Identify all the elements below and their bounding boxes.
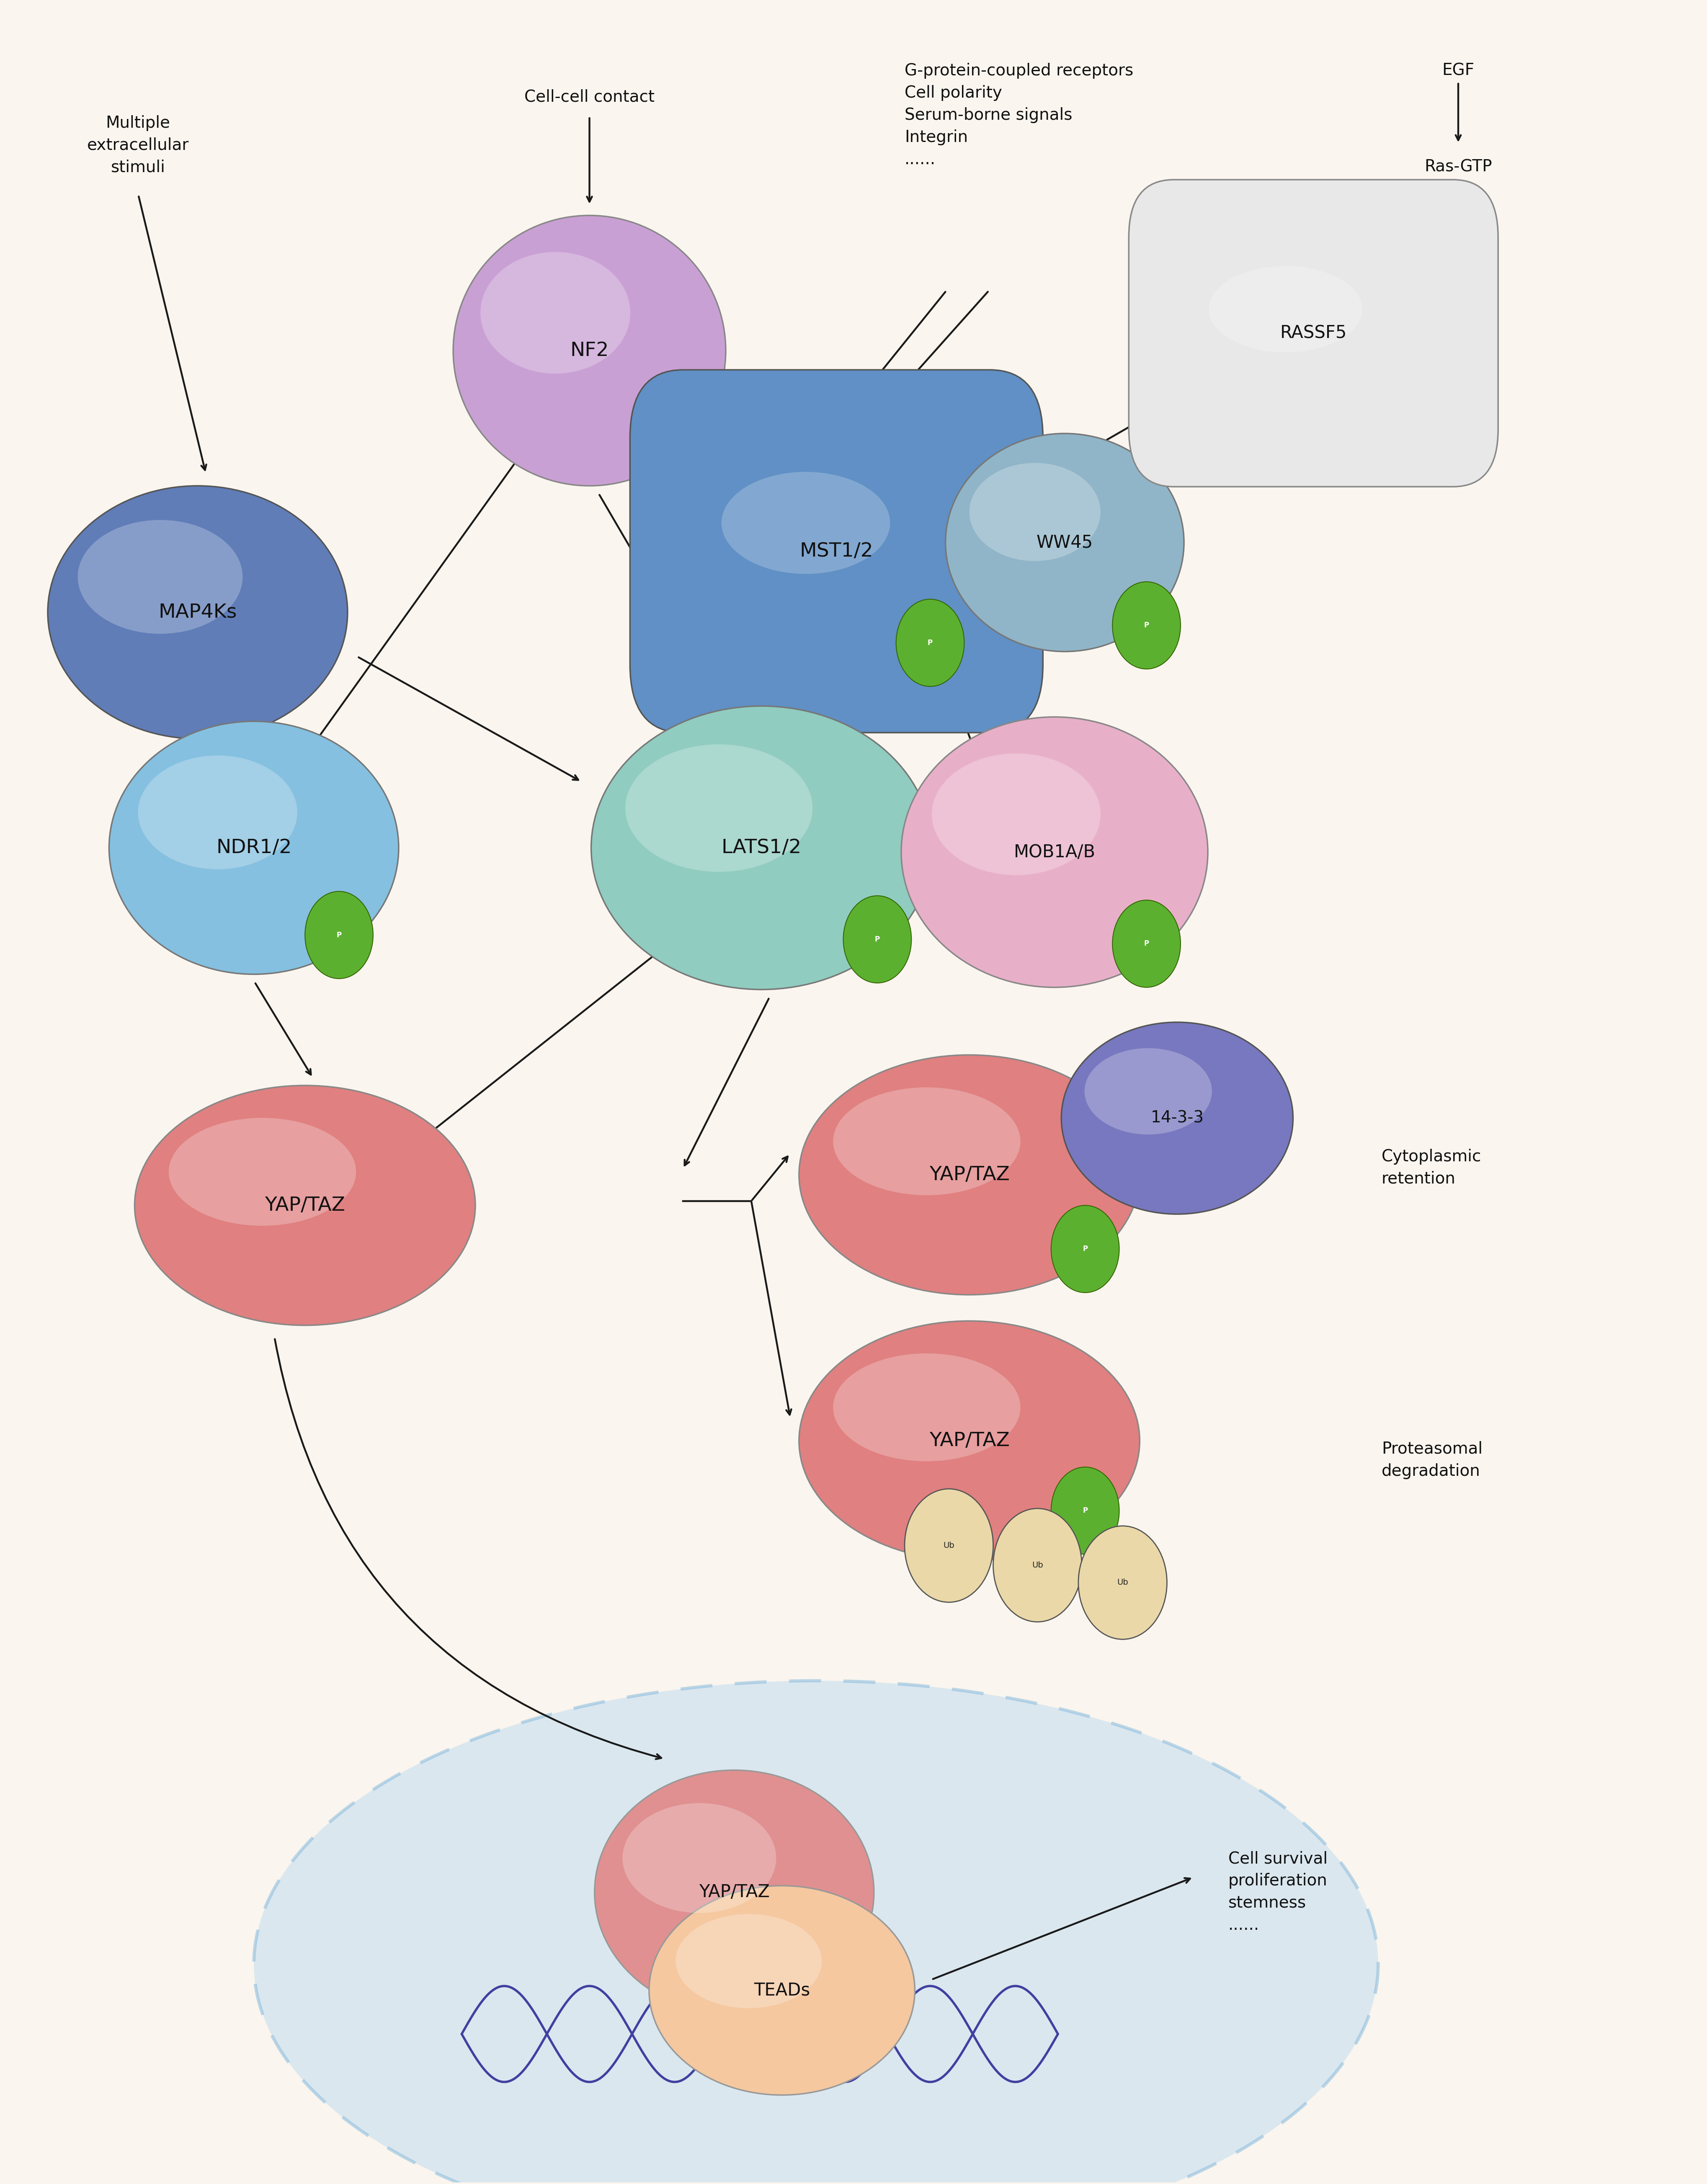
Text: P: P [1082, 1507, 1087, 1514]
Ellipse shape [452, 216, 725, 485]
Text: NDR1/2: NDR1/2 [217, 839, 292, 856]
Ellipse shape [254, 1682, 1378, 2184]
Circle shape [1052, 1206, 1120, 1293]
Text: NF2: NF2 [570, 341, 609, 360]
Text: MAP4Ks: MAP4Ks [159, 603, 237, 622]
Text: P: P [336, 930, 341, 939]
Ellipse shape [1084, 1048, 1212, 1133]
Text: Proteasomal
degradation: Proteasomal degradation [1381, 1441, 1483, 1479]
Text: Ras-GTP: Ras-GTP [1424, 159, 1492, 175]
Ellipse shape [901, 716, 1209, 987]
Text: 14-3-3: 14-3-3 [1151, 1109, 1203, 1127]
Text: YAP/TAZ: YAP/TAZ [265, 1197, 345, 1214]
Text: LATS1/2: LATS1/2 [722, 839, 802, 856]
Circle shape [843, 895, 912, 983]
Circle shape [1113, 581, 1181, 668]
FancyBboxPatch shape [1128, 179, 1499, 487]
Circle shape [1079, 1527, 1168, 1640]
Text: P: P [1082, 1245, 1087, 1254]
Circle shape [905, 1489, 993, 1603]
Ellipse shape [135, 1085, 475, 1326]
Ellipse shape [649, 1885, 915, 2094]
Ellipse shape [799, 1321, 1140, 1562]
Circle shape [306, 891, 374, 978]
Text: Multiple
extracellular
stimuli: Multiple extracellular stimuli [87, 116, 189, 175]
Circle shape [1113, 900, 1181, 987]
Text: P: P [1144, 939, 1149, 948]
Text: G-protein-coupled receptors
Cell polarity
Serum-borne signals
Integrin
......: G-protein-coupled receptors Cell polarit… [905, 63, 1133, 168]
Ellipse shape [970, 463, 1101, 561]
Text: TEADs: TEADs [754, 1981, 811, 1998]
FancyBboxPatch shape [630, 369, 1043, 732]
Circle shape [896, 598, 964, 686]
Ellipse shape [79, 520, 242, 633]
Ellipse shape [138, 756, 297, 869]
Ellipse shape [1209, 266, 1362, 352]
Ellipse shape [799, 1055, 1140, 1295]
Ellipse shape [946, 432, 1185, 651]
Circle shape [1052, 1468, 1120, 1555]
Text: YAP/TAZ: YAP/TAZ [929, 1431, 1009, 1450]
Text: Cell-cell contact: Cell-cell contact [524, 90, 654, 105]
Text: Ub: Ub [944, 1542, 954, 1548]
Ellipse shape [594, 1771, 874, 2014]
Ellipse shape [676, 1913, 821, 2007]
Text: MST1/2: MST1/2 [799, 542, 874, 561]
Text: EGF: EGF [1442, 63, 1475, 79]
Ellipse shape [109, 721, 399, 974]
Ellipse shape [833, 1354, 1021, 1461]
Ellipse shape [1062, 1022, 1292, 1214]
Text: RASSF5: RASSF5 [1280, 325, 1347, 343]
Ellipse shape [932, 753, 1101, 876]
Text: P: P [927, 640, 932, 646]
Ellipse shape [48, 485, 348, 738]
Text: P: P [874, 935, 879, 943]
Ellipse shape [623, 1804, 777, 1913]
Ellipse shape [833, 1088, 1021, 1195]
Ellipse shape [625, 745, 813, 871]
Circle shape [993, 1509, 1082, 1623]
Text: Cell survival
proliferation
stemness
......: Cell survival proliferation stemness ...… [1229, 1850, 1328, 1933]
Ellipse shape [169, 1118, 357, 1225]
Text: Ub: Ub [1116, 1579, 1128, 1586]
Text: YAP/TAZ: YAP/TAZ [929, 1166, 1009, 1184]
Text: WW45: WW45 [1036, 533, 1092, 550]
Text: P: P [1144, 622, 1149, 629]
Ellipse shape [591, 705, 932, 989]
Ellipse shape [480, 251, 630, 373]
Text: MOB1A/B: MOB1A/B [1014, 843, 1096, 860]
Ellipse shape [722, 472, 889, 574]
Text: YAP/TAZ: YAP/TAZ [698, 1883, 770, 1900]
Text: Cytoplasmic
retention: Cytoplasmic retention [1381, 1149, 1482, 1186]
Text: Ub: Ub [1031, 1562, 1043, 1568]
